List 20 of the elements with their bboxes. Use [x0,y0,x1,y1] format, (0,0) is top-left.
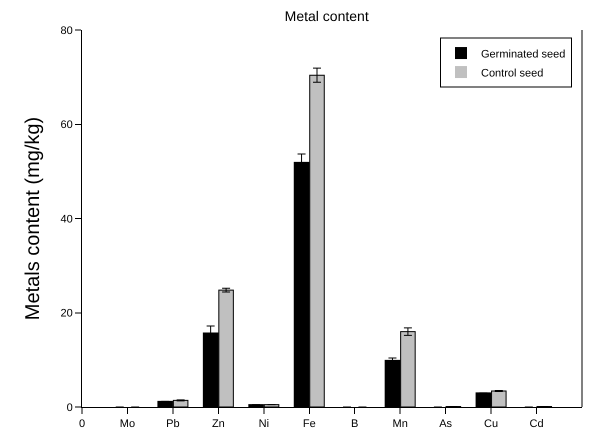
x-tick-label: Ni [258,418,270,430]
x-tick-label: Mo [120,418,136,430]
legend-label: Germinated seed [481,48,566,60]
y-tick-label: 20 [60,308,73,320]
x-tick-label: Cu [484,418,498,430]
y-tick-label: 40 [60,213,73,226]
x-tick-label: Mn [392,418,408,430]
y-tick-label: 60 [60,119,73,132]
y-tick-label: 0 [66,402,73,414]
x-tick-label: Pb [166,418,180,430]
x-tick-label: Fe [302,418,316,430]
x-tick-label: As [439,418,453,430]
y-tick-label: 80 [60,24,73,37]
chart-title: Metal content [284,8,369,24]
x-tick-label: Zn [212,418,225,430]
x-tick-label: Cd [530,418,544,430]
legend-label: Control seed [481,67,544,80]
x-tick-label: 0 [78,418,86,430]
y-axis-title: Metals content (mg/kg) [22,116,44,320]
x-tick-label: B [351,418,358,430]
